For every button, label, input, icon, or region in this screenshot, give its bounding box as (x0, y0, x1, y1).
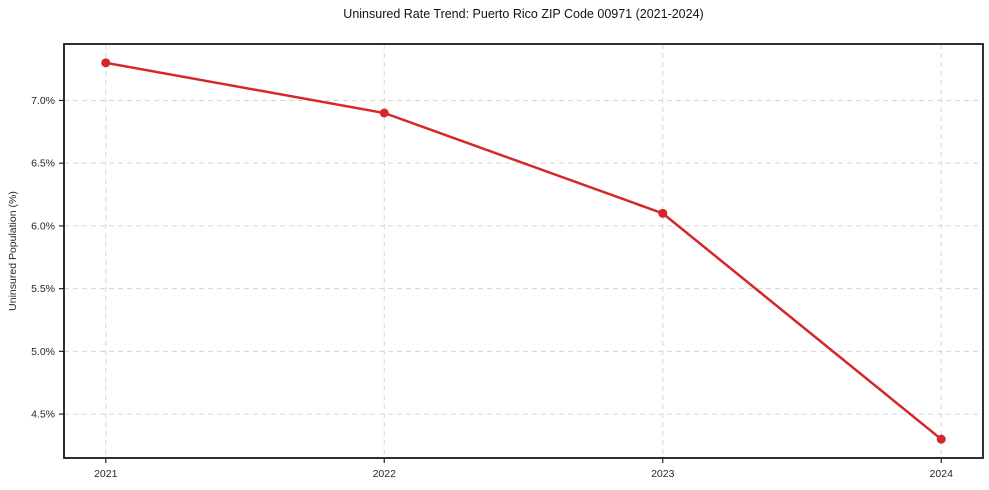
x-tick-label: 2024 (930, 468, 954, 480)
y-tick-label: 5.5% (31, 283, 55, 295)
plot-border (63, 43, 984, 459)
data-point-marker (101, 58, 111, 68)
y-tick-label: 5.0% (31, 346, 55, 358)
y-tick-label: 4.5% (31, 409, 55, 421)
x-tick-label: 2023 (651, 468, 675, 480)
x-tick-label: 2022 (373, 468, 397, 480)
data-point-marker (936, 434, 946, 444)
y-tick-label: 6.5% (31, 158, 55, 170)
x-tick-label: 2021 (94, 468, 118, 480)
y-tick-label: 7.0% (31, 95, 55, 107)
trend-line (104, 61, 943, 441)
chart-title: Uninsured Rate Trend: Puerto Rico ZIP Co… (343, 7, 704, 21)
data-point-marker (379, 108, 389, 118)
data-point-marker (658, 208, 668, 218)
y-tick-label: 6.0% (31, 220, 55, 232)
